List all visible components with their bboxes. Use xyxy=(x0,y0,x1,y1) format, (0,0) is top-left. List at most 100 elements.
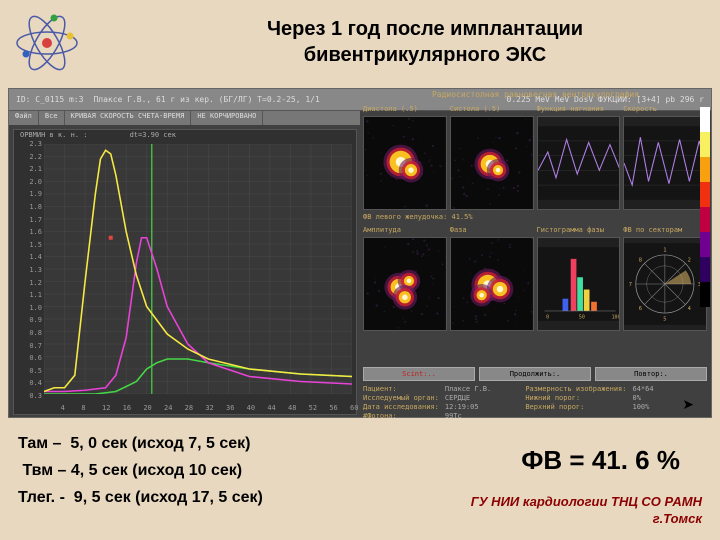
toolbar-id: ID: C_0115 m:3 xyxy=(13,95,86,104)
scintigraphy-grid: Диастола (.5) Систола (.5) Функция нагна… xyxy=(363,105,707,363)
info-cell: Размерность изображения: xyxy=(525,385,626,393)
medical-software-screenshot: ID: C_0115 m:3 Плаксе Г.В., 61 г из кер.… xyxy=(8,88,712,418)
color-step xyxy=(700,182,710,207)
label-velocity: Скорость xyxy=(623,105,707,113)
info-cell: 99Tc xyxy=(445,412,519,420)
x-tick: 52 xyxy=(309,404,317,412)
institution: ГУ НИИ кардиологии ТНЦ СО РАМН г.Томск xyxy=(471,494,702,528)
svg-text:7: 7 xyxy=(629,282,632,288)
label-amplitude: Амплитуда xyxy=(363,226,447,234)
info-cell xyxy=(633,412,708,420)
color-step xyxy=(700,107,710,132)
x-tick: 44 xyxy=(267,404,275,412)
ef-caption: ФВ левого желудочка: 41.5% xyxy=(363,213,707,223)
ef-value: ФВ = 41. 6 % xyxy=(521,445,680,476)
y-tick: 1.4 xyxy=(18,253,42,261)
tvm-line: Твм – 4, 5 сек (исход 10 сек) xyxy=(18,457,263,484)
atom-logo xyxy=(12,8,82,78)
info-cell: #Фотона: xyxy=(363,412,439,420)
waveform-function xyxy=(537,116,621,210)
color-step xyxy=(700,232,710,257)
toolbar-patient: Плаксе Г.В., 61 г из кер. (БГ/ЛГ) T=0.2-… xyxy=(90,95,322,104)
svg-text:8: 8 xyxy=(639,257,642,263)
sector-polar: 12345678 xyxy=(623,237,707,331)
y-tick: 2.1 xyxy=(18,165,42,173)
btn-repeat[interactable]: Повтор:. xyxy=(595,367,707,381)
menu-file[interactable]: Файл xyxy=(9,111,39,125)
color-step xyxy=(700,132,710,157)
y-tick: 1.0 xyxy=(18,304,42,312)
color-step xyxy=(700,282,710,307)
label-function: Функция нагнания xyxy=(537,105,621,113)
slide-title: Через 1 год после имплантации бивентрику… xyxy=(150,16,700,68)
menu-all[interactable]: Все xyxy=(39,111,65,125)
y-tick: 1.9 xyxy=(18,190,42,198)
y-tick: 0.7 xyxy=(18,342,42,350)
x-tick: 24 xyxy=(164,404,172,412)
color-scale xyxy=(700,107,710,307)
cursor-icon: ➤ xyxy=(682,396,694,413)
waveform-velocity xyxy=(623,116,707,210)
info-cell: Дата исследования: xyxy=(363,403,439,411)
info-cell: Верхний порог: xyxy=(525,403,626,411)
y-tick: 2.3 xyxy=(18,140,42,148)
svg-text:5: 5 xyxy=(663,316,666,322)
btn-continue[interactable]: Продолжить:. xyxy=(479,367,591,381)
svg-text:2: 2 xyxy=(688,257,691,263)
y-tick: 1.6 xyxy=(18,228,42,236)
y-tick: 1.5 xyxy=(18,241,42,249)
info-cell: 64*64 xyxy=(633,385,708,393)
label-histogram: Гистограмма фазы xyxy=(537,226,621,234)
info-cell: 0% xyxy=(633,394,708,402)
scint-diastole xyxy=(363,116,447,210)
svg-text:100: 100 xyxy=(611,314,619,320)
x-tick: 16 xyxy=(123,404,131,412)
y-tick: 2.2 xyxy=(18,153,42,161)
label-phase: Фаза xyxy=(450,226,534,234)
info-cell: Пациент: xyxy=(363,385,439,393)
x-tick: 48 xyxy=(288,404,296,412)
y-tick: 1.2 xyxy=(18,279,42,287)
info-cell xyxy=(525,412,626,420)
menu-norm[interactable]: НЕ КОРЧИРОВАНО xyxy=(191,111,263,125)
btn-scint[interactable]: Scint:.. xyxy=(363,367,475,381)
info-cell: СЕРДЦЕ xyxy=(445,394,519,402)
x-tick: 60 xyxy=(350,404,358,412)
y-tick: 1.7 xyxy=(18,216,42,224)
y-tick: 1.1 xyxy=(18,291,42,299)
color-step xyxy=(700,207,710,232)
x-tick: 12 xyxy=(102,404,110,412)
x-tick: 40 xyxy=(247,404,255,412)
scint-phase xyxy=(450,237,534,331)
tam-line: Там – 5, 0 сек (исход 7, 5 сек) xyxy=(18,430,263,457)
y-tick: 1.8 xyxy=(18,203,42,211)
y-tick: 0.3 xyxy=(18,392,42,400)
y-tick: 0.8 xyxy=(18,329,42,337)
info-cell: 12:19:05 xyxy=(445,403,519,411)
y-tick: 0.5 xyxy=(18,367,42,375)
info-cell: Нижний порог: xyxy=(525,394,626,402)
x-tick: 20 xyxy=(143,404,151,412)
x-tick: 28 xyxy=(185,404,193,412)
measurements-text: Там – 5, 0 сек (исход 7, 5 сек) Твм – 4,… xyxy=(18,430,263,512)
info-cell: Исследуемый орган: xyxy=(363,394,439,402)
y-tick: 1.3 xyxy=(18,266,42,274)
menu-curve[interactable]: КРИВАЯ СКОРОСТЬ СЧЕТА-ВРЕМЯ xyxy=(65,111,192,125)
y-tick: 0.4 xyxy=(18,379,42,387)
scint-amplitude xyxy=(363,237,447,331)
x-tick: 8 xyxy=(81,404,85,412)
color-step xyxy=(700,257,710,282)
svg-text:6: 6 xyxy=(639,306,642,312)
y-tick: 0.6 xyxy=(18,354,42,362)
svg-text:1: 1 xyxy=(663,247,666,253)
x-tick: 4 xyxy=(61,404,65,412)
scint-systole xyxy=(450,116,534,210)
x-tick: 36 xyxy=(226,404,234,412)
sub-toolbar: Файл Все КРИВАЯ СКОРОСТЬ СЧЕТА-ВРЕМЯ НЕ … xyxy=(9,111,360,125)
right-header: Радиосистолная равновесная вентрикулогра… xyxy=(360,89,711,103)
y-tick: 2.0 xyxy=(18,178,42,186)
svg-text:0: 0 xyxy=(546,314,549,320)
info-panel: Scint:.. Продолжить:. Повтор:. Пациент: П… xyxy=(363,367,707,413)
color-step xyxy=(700,157,710,182)
button-row: Scint:.. Продолжить:. Повтор:. xyxy=(363,367,707,381)
